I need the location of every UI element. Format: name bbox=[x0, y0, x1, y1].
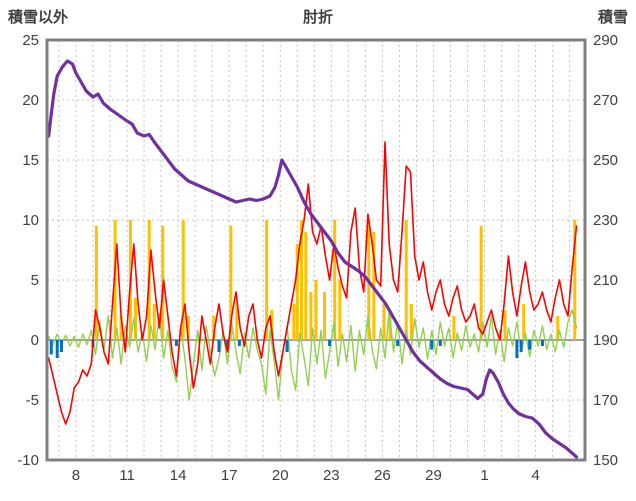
left-axis-tick-label: 15 bbox=[22, 152, 39, 169]
right-axis-title: 積雪 bbox=[597, 9, 628, 26]
chart-title: 肘折 bbox=[302, 9, 333, 26]
orange-bars-bar bbox=[152, 304, 156, 340]
orange-bars-bar bbox=[338, 280, 342, 340]
orange-bars-bar bbox=[314, 280, 318, 340]
blue-bars-bar bbox=[438, 340, 442, 346]
left-axis-tick-label: 20 bbox=[22, 92, 39, 109]
right-axis-tick-label: 270 bbox=[593, 92, 618, 109]
x-axis-tick-label: 11 bbox=[119, 467, 135, 484]
x-axis-tick-label: 20 bbox=[272, 467, 289, 484]
blue-bars-bar bbox=[515, 340, 519, 358]
blue-bars-bar bbox=[528, 340, 532, 350]
blue-bars-bar bbox=[225, 340, 229, 350]
left-axis-tick-label: 25 bbox=[22, 32, 39, 49]
orange-bars-bar bbox=[382, 304, 386, 340]
orange-bars-bar bbox=[229, 226, 233, 340]
orange-bars-bar bbox=[119, 316, 123, 340]
orange-bars-bar bbox=[323, 292, 327, 340]
orange-bars-bar bbox=[556, 316, 560, 340]
orange-bars-bar bbox=[265, 220, 269, 340]
orange-bars-bar bbox=[388, 316, 392, 340]
orange-bars-bar bbox=[452, 316, 456, 340]
orange-bars-bar bbox=[186, 316, 190, 340]
orange-bars-bar bbox=[113, 220, 117, 340]
x-axis-tick-label: 17 bbox=[221, 467, 238, 484]
plot-frame bbox=[45, 38, 587, 462]
left-axis-tick-label: -5 bbox=[26, 392, 39, 409]
right-axis-tick-label: 230 bbox=[593, 212, 618, 229]
orange-bars-bar bbox=[573, 220, 577, 340]
blue-bars-bar bbox=[540, 340, 544, 346]
orange-bars-bar bbox=[304, 232, 308, 340]
right-axis-tick-label: 170 bbox=[593, 392, 618, 409]
right-axis-tick-label: 190 bbox=[593, 332, 618, 349]
right-axis-tick-label: 290 bbox=[593, 32, 618, 49]
left-axis-title: 積雪以外 bbox=[8, 9, 69, 26]
purple-line bbox=[47, 59, 579, 459]
x-axis-tick-label: 8 bbox=[72, 467, 80, 484]
blue-bars-bar bbox=[285, 340, 289, 352]
blue-bars-bar bbox=[55, 340, 59, 358]
left-axis-tick-label: 5 bbox=[31, 272, 39, 289]
right-axis-tick-label: 250 bbox=[593, 152, 618, 169]
blue-bars-bar bbox=[217, 340, 221, 352]
x-axis-tick-label: 1 bbox=[480, 467, 488, 484]
blue-bars-bar bbox=[430, 340, 434, 350]
blue-bars-bar bbox=[396, 340, 400, 346]
left-axis-tick-label: -10 bbox=[17, 452, 39, 469]
x-axis-tick-label: 4 bbox=[531, 467, 539, 484]
orange-bars-bar bbox=[94, 226, 98, 340]
green-line bbox=[48, 309, 578, 401]
x-axis-tick-label: 14 bbox=[170, 467, 187, 484]
orange-bars-bar bbox=[134, 298, 138, 340]
blue-bars-bar bbox=[59, 340, 63, 352]
right-axis-tick-label: 150 bbox=[593, 452, 618, 469]
orange-bars-bar bbox=[479, 226, 483, 340]
red-line bbox=[47, 141, 578, 425]
orange-bars-bar bbox=[522, 304, 526, 340]
orange-bars-bar bbox=[300, 220, 304, 340]
orange-bars-bar bbox=[235, 304, 239, 340]
x-axis-tick-label: 23 bbox=[323, 467, 340, 484]
orange-bars-bar bbox=[295, 244, 299, 340]
orange-bars-bar bbox=[409, 304, 413, 340]
orange-bars-bar bbox=[212, 316, 216, 340]
plot-area bbox=[47, 40, 585, 460]
x-axis-tick-label: 29 bbox=[425, 467, 442, 484]
blue-bars-bar bbox=[174, 340, 178, 346]
orange-bars-bar bbox=[333, 220, 337, 340]
right-axis-tick-label: 210 bbox=[593, 272, 618, 289]
orange-bars-bar bbox=[181, 220, 185, 340]
blue-bars-bar bbox=[519, 340, 523, 352]
left-axis-tick-label: 0 bbox=[31, 332, 39, 349]
orange-bars-bar bbox=[309, 292, 313, 340]
x-axis-tick-label: 26 bbox=[374, 467, 391, 484]
orange-bars-bar bbox=[292, 304, 296, 340]
left-axis-tick-label: 10 bbox=[22, 212, 39, 229]
orange-bars-bar bbox=[404, 220, 408, 340]
blue-bars-bar bbox=[237, 340, 241, 346]
orange-bars-bar bbox=[503, 310, 507, 340]
blue-bars-bar bbox=[49, 340, 53, 355]
blue-bars-bar bbox=[328, 340, 332, 346]
